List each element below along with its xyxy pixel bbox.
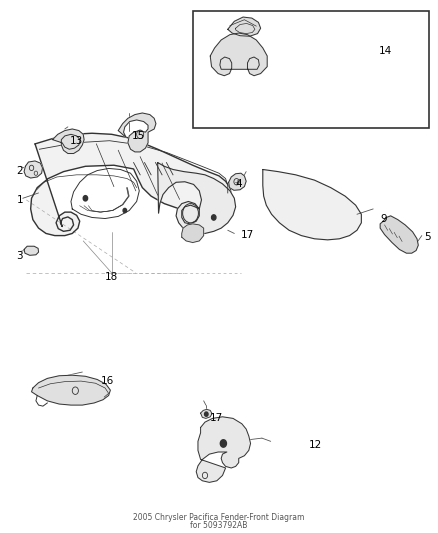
Circle shape xyxy=(205,412,208,416)
Text: 18: 18 xyxy=(105,272,118,282)
Circle shape xyxy=(83,196,88,201)
Text: for 5093792AB: for 5093792AB xyxy=(191,521,247,530)
Polygon shape xyxy=(196,417,251,482)
Circle shape xyxy=(212,215,216,220)
Polygon shape xyxy=(201,409,212,418)
Text: 15: 15 xyxy=(131,131,145,141)
Polygon shape xyxy=(182,224,204,243)
Text: 5: 5 xyxy=(424,232,431,242)
Text: 9: 9 xyxy=(380,214,387,223)
Text: 16: 16 xyxy=(101,376,114,386)
Polygon shape xyxy=(158,163,236,233)
Text: 17: 17 xyxy=(241,230,254,239)
Text: 17: 17 xyxy=(210,414,223,423)
Text: 4: 4 xyxy=(235,179,242,189)
Text: 3: 3 xyxy=(16,251,23,261)
Polygon shape xyxy=(263,169,361,240)
Text: 13: 13 xyxy=(70,136,83,146)
Polygon shape xyxy=(24,246,39,255)
Polygon shape xyxy=(228,17,261,36)
Circle shape xyxy=(123,208,127,213)
Polygon shape xyxy=(229,173,246,190)
Polygon shape xyxy=(32,375,110,405)
Polygon shape xyxy=(210,33,267,76)
Text: 14: 14 xyxy=(379,46,392,55)
Polygon shape xyxy=(118,113,156,152)
Text: 2: 2 xyxy=(16,166,23,175)
Polygon shape xyxy=(53,129,84,154)
Bar xyxy=(193,11,429,128)
Circle shape xyxy=(220,440,226,447)
Text: 12: 12 xyxy=(309,440,322,450)
Polygon shape xyxy=(24,161,42,178)
Polygon shape xyxy=(31,133,231,236)
Text: 1: 1 xyxy=(16,195,23,205)
Polygon shape xyxy=(380,216,418,253)
Text: 2005 Chrysler Pacifica Fender-Front Diagram: 2005 Chrysler Pacifica Fender-Front Diag… xyxy=(133,513,305,522)
